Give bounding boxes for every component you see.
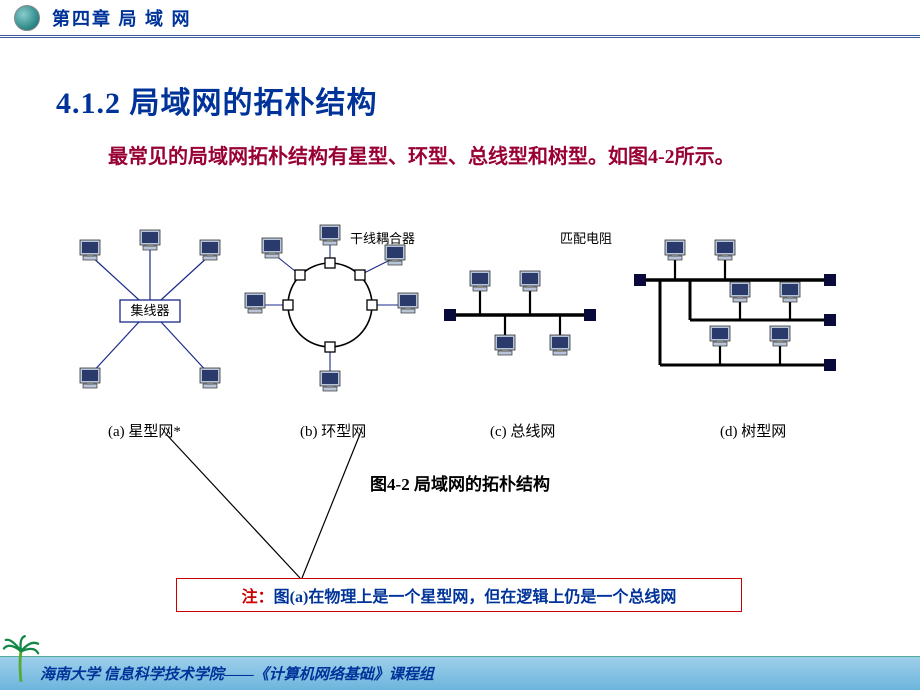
university-logo-icon xyxy=(14,5,40,31)
figure-caption: 图4-2 局域网的拓朴结构 xyxy=(0,470,920,495)
caption-d: (d) 树型网 xyxy=(720,420,786,441)
section-title: 4.1.2 局域网的拓朴结构 xyxy=(56,78,378,122)
slide-header: 第四章 局 域 网 xyxy=(0,0,920,38)
terminator-label: 匹配电阻 xyxy=(560,228,612,247)
footer-text: 海南大学 信息科学技术学院——《计算机网络基础》课程组 xyxy=(40,663,434,684)
topology-diagram: 集线器 xyxy=(0,220,920,420)
slide-footer: 海南大学 信息科学技术学院——《计算机网络基础》课程组 xyxy=(0,656,920,690)
chapter-title: 第四章 局 域 网 xyxy=(52,5,192,31)
hub-label: 集线器 xyxy=(130,303,169,318)
note-prefix: 注： xyxy=(242,583,274,607)
note-box: 注： 图(a)在物理上是一个星型网，但在逻辑上仍是一个总线网 xyxy=(176,578,742,612)
diagram-svg: 集线器 xyxy=(0,220,920,420)
panel-tree xyxy=(634,240,836,371)
intro-text: 最常见的局域网拓朴结构有星型、环型、总线型和树型。如图4-2所示。 xyxy=(108,140,735,169)
caption-c: (c) 总线网 xyxy=(490,420,555,441)
caption-a: (a) 星型网* xyxy=(108,420,181,441)
panel-ring xyxy=(245,225,418,391)
palm-tree-icon xyxy=(2,634,40,682)
caption-b: (b) 环型网 xyxy=(300,420,366,441)
note-body: 图(a)在物理上是一个星型网，但在逻辑上仍是一个总线网 xyxy=(274,583,677,607)
panel-star: 集线器 xyxy=(80,230,220,388)
coupler-label: 干线耦合器 xyxy=(350,228,415,247)
panel-bus xyxy=(444,271,596,355)
